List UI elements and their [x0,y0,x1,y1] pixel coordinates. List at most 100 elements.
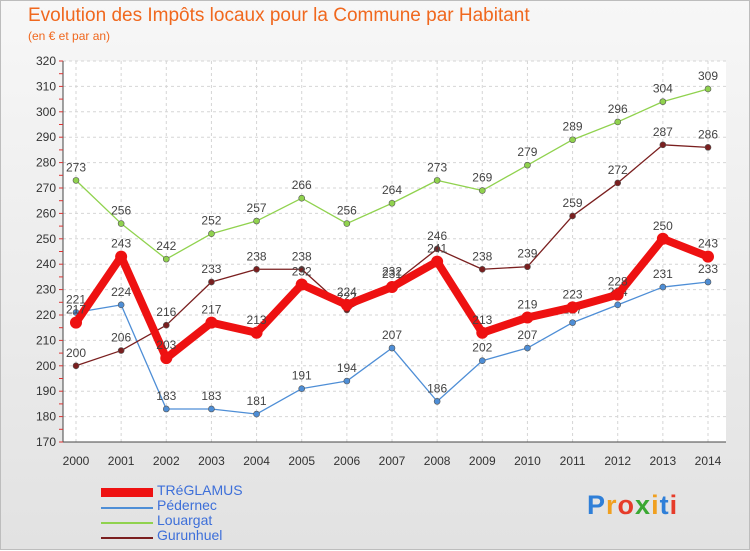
data-point [656,232,669,245]
y-tick-label: 270 [36,181,56,195]
data-point [704,278,712,286]
data-point [433,398,441,405]
y-tick-label: 200 [36,359,56,373]
data-label: 296 [608,102,628,116]
data-label: 243 [111,237,131,251]
data-point [250,326,263,339]
y-tick-label: 320 [36,54,56,68]
data-point [70,316,82,329]
legend-swatch-louargat [101,522,153,524]
data-point [205,316,218,329]
x-tick-label: 2000 [63,454,90,468]
data-point [117,301,125,309]
data-point [115,250,128,263]
legend-swatch-gurunhuel [101,537,153,539]
x-tick-label: 2005 [288,454,315,468]
data-point [614,301,622,309]
x-tick-label: 2004 [243,454,270,468]
y-tick-label: 250 [36,232,56,246]
data-label: 232 [382,265,402,279]
data-label: 216 [156,305,176,319]
y-tick-label: 230 [36,283,56,297]
legend-label-gurunhuel: Gurunhuel [157,527,223,543]
data-label: 238 [292,249,312,263]
data-label: 213 [247,313,267,327]
data-label: 217 [201,303,221,317]
data-label: 183 [201,389,221,403]
data-point [208,405,215,413]
legend-label-pedernec: Pédernec [157,497,217,513]
x-tick-label: 2011 [560,454,586,468]
data-point [295,278,308,291]
data-point [253,265,260,273]
data-label: 221 [66,292,86,306]
data-label: 203 [156,338,176,352]
data-label: 289 [563,120,583,134]
logo-letter: i [669,490,679,520]
data-point [117,347,125,354]
data-label: 238 [472,249,492,263]
data-point [611,288,624,301]
data-label: 233 [201,262,221,276]
data-point [298,194,306,202]
data-point [162,255,170,263]
data-label: 233 [698,262,718,276]
data-point [343,377,351,385]
data-label: 250 [653,219,673,233]
data-label: 243 [698,237,718,251]
data-point [478,187,486,194]
data-label: 252 [201,214,221,228]
data-label: 304 [653,82,673,96]
data-point [72,362,80,370]
data-point [340,298,353,311]
data-label: 309 [698,69,718,83]
y-tick-label: 300 [36,105,56,119]
data-point [117,220,125,227]
y-tick-label: 190 [36,384,56,398]
y-tick-label: 170 [36,435,56,449]
data-label: 272 [608,163,628,177]
data-label: 241 [427,242,447,256]
data-point [569,136,576,144]
proxiti-logo[interactable]: Proxiti [587,490,678,521]
chart-title: Evolution des Impôts locaux pour la Comm… [28,5,530,26]
data-point [388,199,396,207]
legend-swatch-treglamus [101,488,153,497]
data-label: 207 [382,328,402,342]
data-label: 202 [472,341,492,355]
data-label: 246 [427,229,447,243]
data-label: 224 [111,285,131,299]
legend-label-treglamus: TRéGLAMUS [157,482,243,498]
data-point [160,352,173,365]
y-tick-label: 240 [36,257,56,271]
x-tick-label: 2003 [198,454,225,468]
data-point [524,263,531,271]
y-tick-label: 220 [36,308,56,322]
data-label: 207 [517,328,537,342]
data-point [476,326,489,339]
data-label: 238 [247,249,267,263]
data-point [298,265,306,273]
data-point [478,265,486,273]
data-point [659,98,667,105]
data-point [253,217,260,225]
data-label: 181 [247,394,267,408]
data-point [208,278,215,286]
logo-letter: t [659,490,670,520]
data-label: 213 [472,313,492,327]
x-tick-label: 2001 [108,454,135,468]
legend-swatch-pedernec [101,507,153,509]
data-label: 186 [427,381,447,395]
y-tick-label: 290 [36,130,56,144]
data-label: 194 [337,361,357,375]
data-point [524,344,531,352]
logo-letter: x [635,490,652,520]
data-label: 183 [156,389,176,403]
data-label: 242 [156,239,176,253]
logo-letter: o [617,490,636,520]
data-point [704,144,712,151]
data-point [253,410,260,418]
data-point [702,250,714,263]
x-tick-label: 2010 [514,454,541,468]
